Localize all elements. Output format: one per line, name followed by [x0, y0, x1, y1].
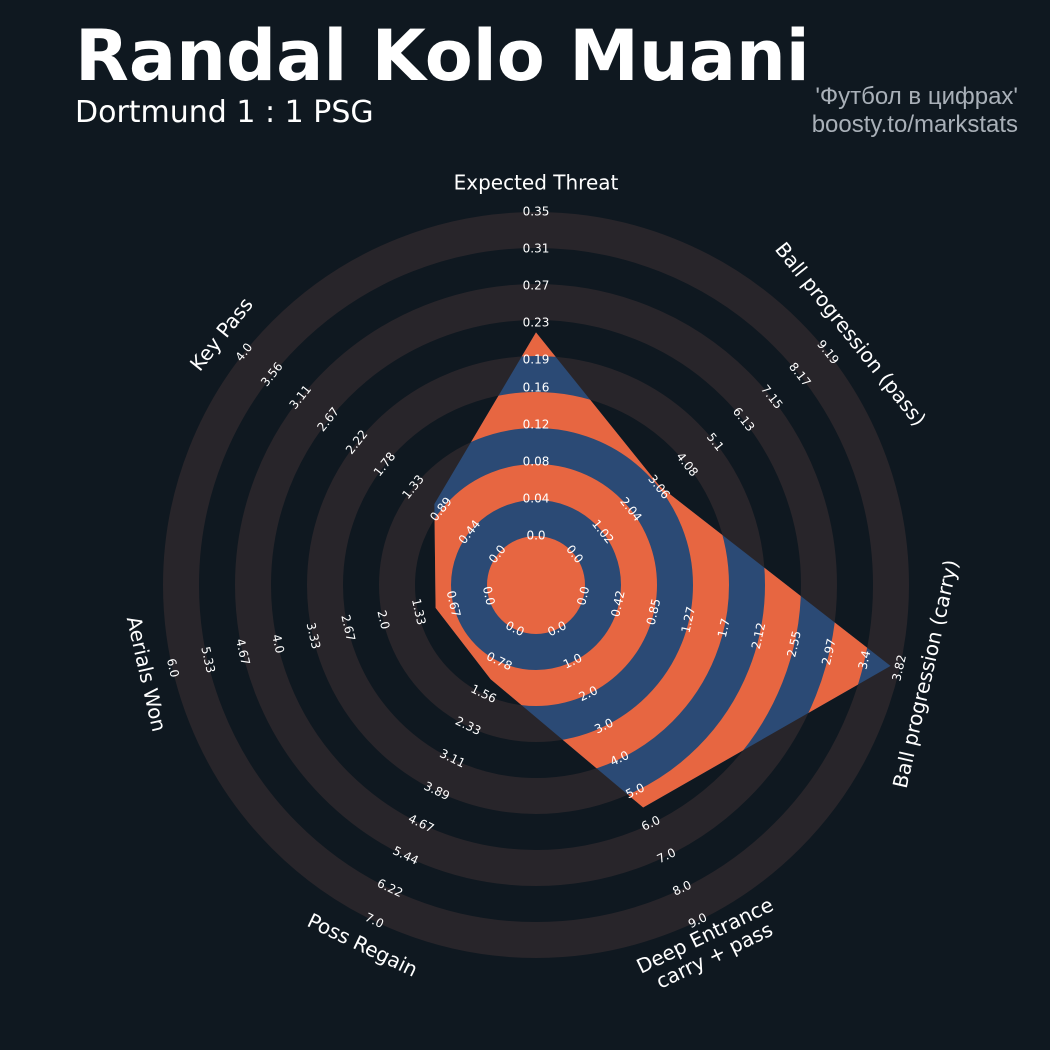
tick-label: 0.08	[523, 454, 550, 468]
radar-ring	[434, 464, 657, 706]
tick-label: 2.12	[749, 621, 769, 650]
tick-label: 6.0	[164, 657, 182, 679]
tick-label: 0.0	[480, 585, 498, 607]
tick-label: 0.42	[608, 589, 628, 618]
tick-label: 2.55	[784, 629, 804, 658]
annotation: 'Футбол в цифрах'	[815, 83, 1018, 110]
tick-label: 2.67	[338, 613, 358, 642]
tick-label: 0.31	[523, 242, 550, 256]
background-ring	[235, 284, 837, 886]
tick-label: 0.67	[444, 589, 464, 618]
param-label: Expected Threat	[454, 171, 619, 195]
tick-label: 3.4	[855, 649, 873, 671]
tick-label: 4.67	[233, 637, 253, 666]
tick-label: 0.85	[644, 597, 664, 626]
tick-label: 0.27	[523, 279, 550, 293]
tick-label: 0.0	[574, 585, 592, 607]
tick-label: 1.33	[409, 597, 429, 626]
tick-label: 3.33	[304, 621, 324, 650]
tick-label: 0.19	[523, 353, 550, 367]
tick-label: 3.82	[889, 653, 909, 682]
tick-label: 2.0	[374, 609, 392, 631]
tick-label: 4.0	[269, 633, 287, 655]
tick-label: 1.27	[679, 605, 699, 634]
tick-label: 0.35	[523, 205, 550, 219]
tick-label: 0.16	[523, 380, 550, 394]
tick-label: 0.04	[523, 491, 550, 505]
background-ring	[163, 212, 909, 958]
annotation: boosty.to/markstats	[812, 111, 1018, 138]
radar-center	[487, 536, 585, 634]
chart-title: Randal Kolo Muani	[75, 15, 810, 97]
tick-label: 0.0	[526, 529, 545, 543]
tick-label: 0.23	[523, 316, 550, 330]
chart-subtitle: Dortmund 1 : 1 PSG	[75, 95, 374, 130]
tick-label: 2.97	[819, 637, 839, 666]
radar-ring	[434, 332, 801, 808]
tick-label: 5.33	[198, 645, 218, 674]
tick-label: 1.7	[715, 617, 733, 639]
tick-label: 0.12	[523, 417, 550, 431]
